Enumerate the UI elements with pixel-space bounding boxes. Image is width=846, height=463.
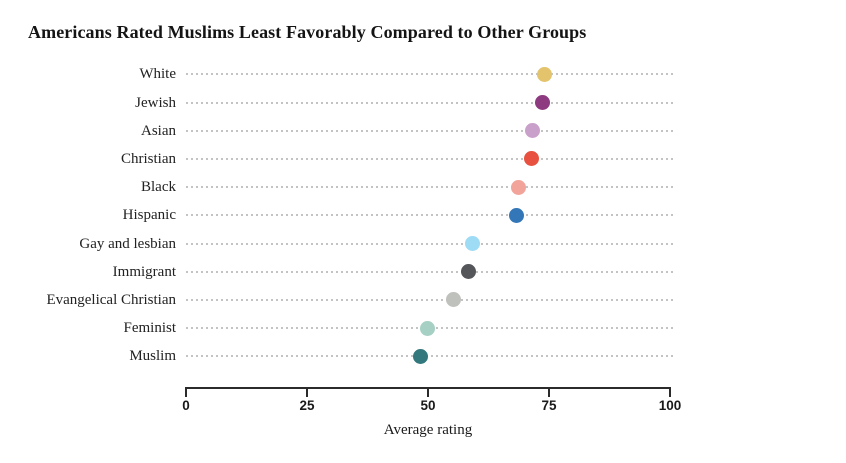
leader-line [186,298,676,301]
x-tick-label: 50 [420,398,436,413]
x-tick-label: 75 [541,398,557,413]
x-axis-tick [548,389,550,397]
category-label: White [139,66,176,83]
leader-line [186,355,676,358]
leader-line [186,186,676,189]
data-point-dot [445,292,461,308]
category-label: Asian [141,122,176,139]
category-label: Christian [121,150,176,167]
data-point-dot [420,320,436,336]
x-axis-tick [185,389,187,397]
data-point-dot [523,151,539,167]
category-label: Hispanic [122,207,176,224]
leader-line [186,101,676,104]
x-axis-tick [306,389,308,397]
data-point-dot [537,66,553,82]
x-axis-line [185,387,671,389]
category-label: Jewish [135,94,176,111]
data-point-dot [524,123,540,139]
data-point-dot [461,264,477,280]
leader-line [186,157,676,160]
category-label: Evangelical Christian [46,291,176,308]
x-tick-label: 0 [182,398,190,413]
leader-line [186,129,676,132]
data-point-dot [511,179,527,195]
category-label: Muslim [129,348,176,365]
category-label: Black [141,179,176,196]
category-label: Immigrant [112,263,176,280]
category-label: Gay and lesbian [79,235,176,252]
data-point-dot [464,236,480,251]
leader-line [186,242,676,245]
data-point-dot [412,348,428,364]
chart-title: Americans Rated Muslims Least Favorably … [28,22,587,42]
x-tick-label: 25 [299,398,315,413]
x-axis-title: Average rating [383,422,473,438]
data-point-dot [535,95,551,110]
leader-line [186,214,676,217]
x-axis-tick [427,389,429,397]
x-tick-label: 100 [658,398,682,413]
x-axis-tick [669,389,671,397]
leader-line [186,270,676,273]
leader-line [186,73,676,76]
data-point-dot [509,207,525,223]
category-label: Feminist [123,320,176,337]
